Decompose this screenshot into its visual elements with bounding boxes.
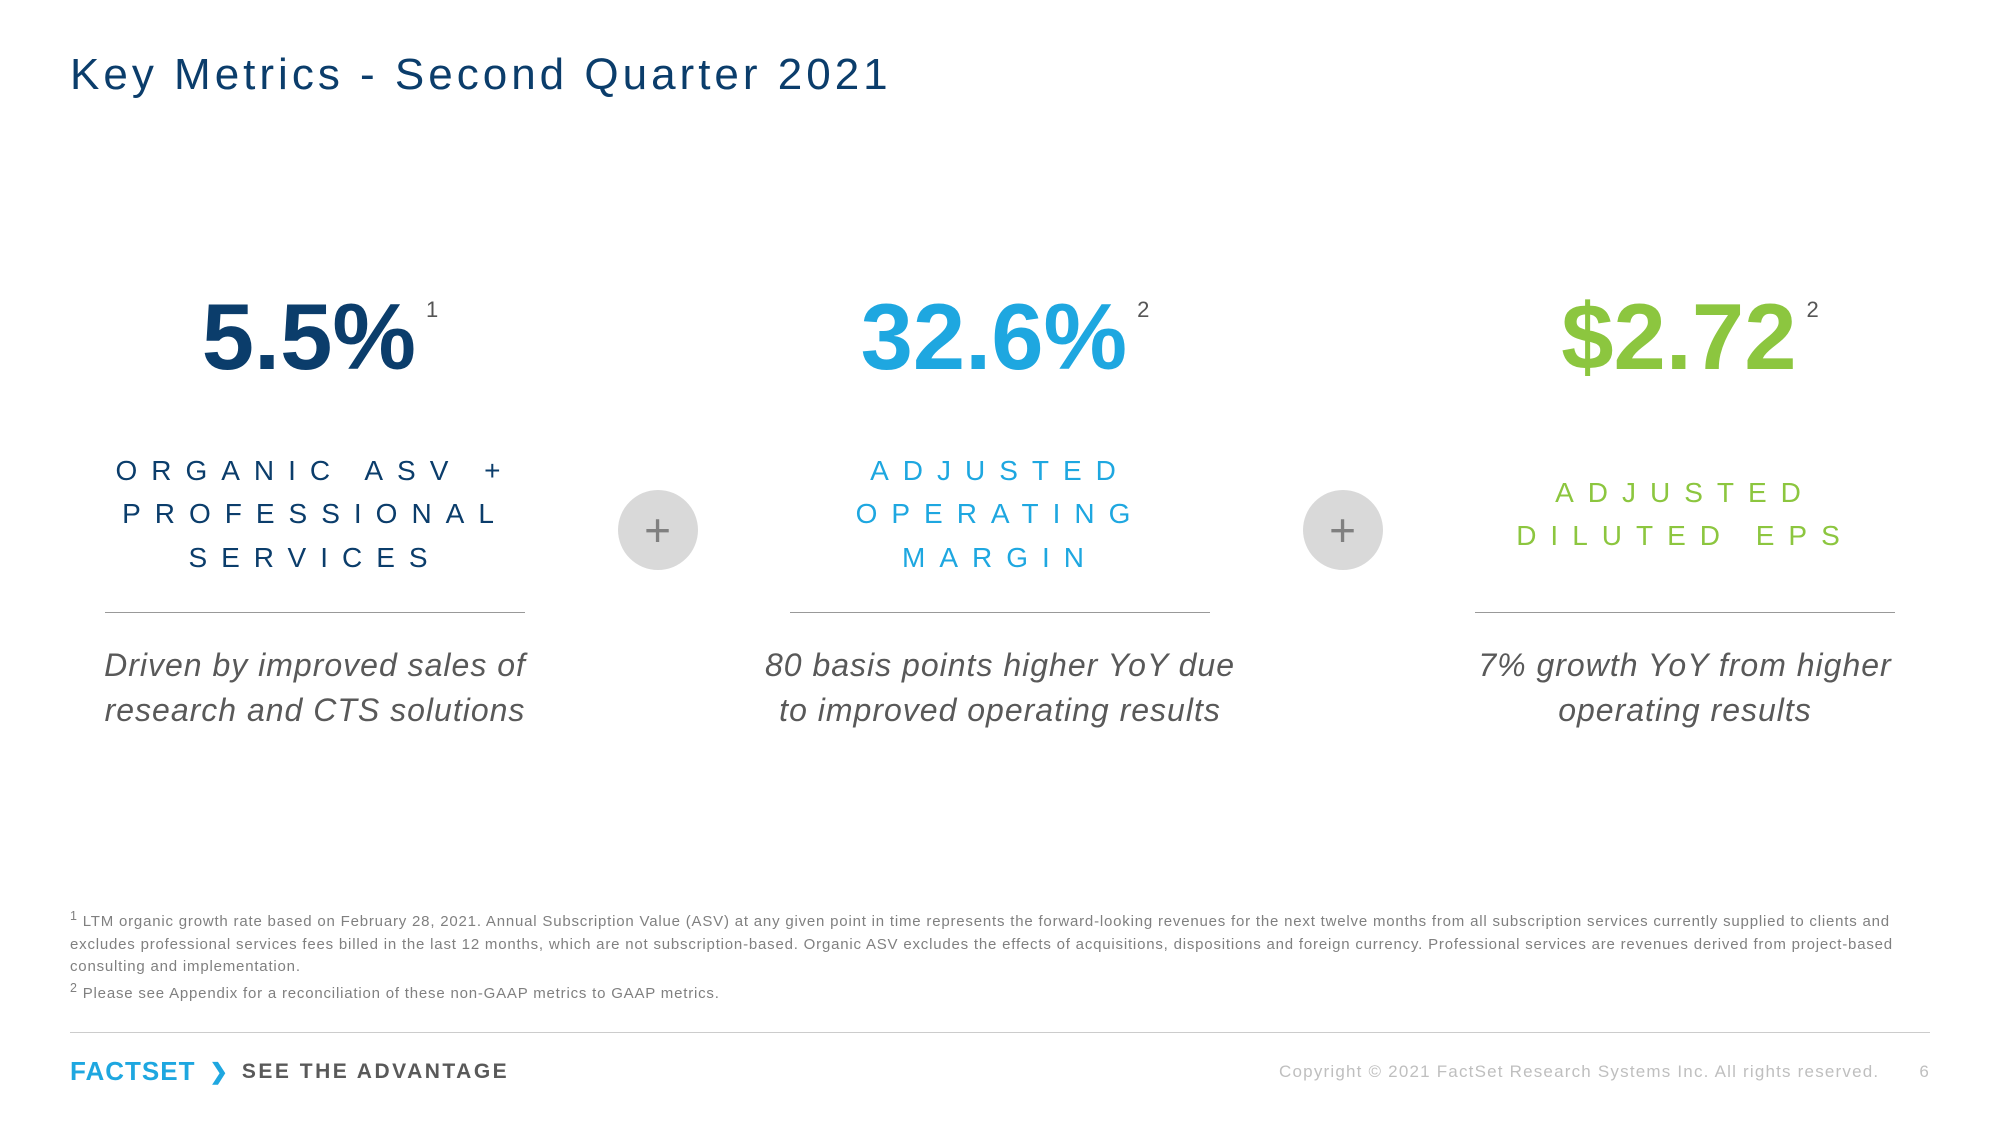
footer-divider [70, 1032, 1930, 1033]
metric-diluted-eps: $2.722 ADJUSTED DILUTED EPS 7% growth Yo… [1440, 290, 1930, 733]
divider [790, 612, 1210, 613]
footer-tagline: SEE THE ADVANTAGE [242, 1060, 509, 1084]
footnote-1-text: LTM organic growth rate based on Februar… [70, 913, 1893, 975]
metric-description: 80 basis points higher YoY due to improv… [755, 643, 1245, 733]
metric-label: ADJUSTED OPERATING MARGIN [755, 444, 1245, 584]
slide-container: Key Metrics - Second Quarter 2021 5.5%1 … [0, 0, 2000, 1125]
metrics-row: 5.5%1 ORGANIC ASV + PROFESSIONAL SERVICE… [70, 290, 1930, 733]
metric-description: 7% growth YoY from higher operating resu… [1440, 643, 1930, 733]
copyright-text: Copyright © 2021 FactSet Research System… [1279, 1062, 1879, 1082]
metric-label: ADJUSTED DILUTED EPS [1440, 444, 1930, 584]
footer: FACTSET ❯ SEE THE ADVANTAGE Copyright © … [70, 1056, 1930, 1087]
metric-value: $2.722 [1561, 290, 1808, 384]
plus-icon: + [1303, 490, 1383, 570]
factset-logo: FACTSET [70, 1056, 195, 1087]
footnotes: 1 LTM organic growth rate based on Febru… [70, 907, 1930, 1005]
footnote-mark: 2 [1806, 297, 1818, 322]
footnote-mark: 1 [426, 297, 438, 322]
footnote-2-mark: 2 [70, 981, 78, 995]
metric-description: Driven by improved sales of research and… [70, 643, 560, 733]
footnote-1-mark: 1 [70, 909, 78, 923]
metric-value-text: 32.6% [861, 284, 1128, 389]
page-number: 6 [1919, 1062, 1930, 1082]
chevron-right-icon: ❯ [209, 1059, 227, 1085]
footer-left: FACTSET ❯ SEE THE ADVANTAGE [70, 1056, 509, 1087]
metric-value: 32.6%2 [861, 290, 1140, 384]
metric-label: ORGANIC ASV + PROFESSIONAL SERVICES [70, 444, 560, 584]
footnote-mark: 2 [1137, 297, 1149, 322]
divider [1475, 612, 1895, 613]
metric-operating-margin: 32.6%2 ADJUSTED OPERATING MARGIN 80 basi… [755, 290, 1245, 733]
metric-value: 5.5%1 [202, 290, 429, 384]
metric-value-text: $2.72 [1561, 284, 1796, 389]
divider [105, 612, 525, 613]
footnote-1: 1 LTM organic growth rate based on Febru… [70, 907, 1930, 979]
footnote-2: 2 Please see Appendix for a reconciliati… [70, 979, 1930, 1006]
footer-right: Copyright © 2021 FactSet Research System… [1279, 1062, 1930, 1082]
metric-value-text: 5.5% [202, 284, 416, 389]
metric-organic-asv: 5.5%1 ORGANIC ASV + PROFESSIONAL SERVICE… [70, 290, 560, 733]
footnote-2-text: Please see Appendix for a reconciliation… [78, 985, 720, 1002]
plus-icon: + [618, 490, 698, 570]
slide-title: Key Metrics - Second Quarter 2021 [70, 50, 1930, 100]
